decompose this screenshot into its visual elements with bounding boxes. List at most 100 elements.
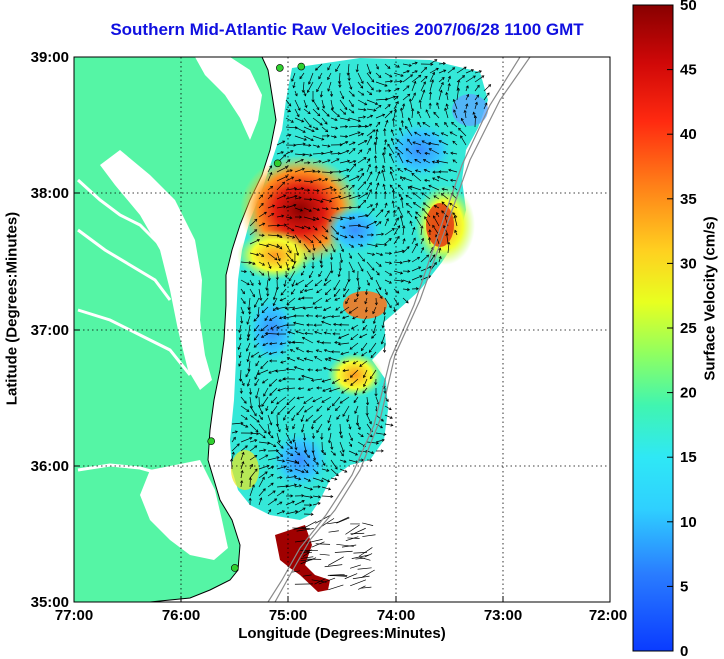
velocity-arrow-head — [256, 419, 260, 423]
y-tick-label: 38:00 — [31, 185, 69, 202]
velocity-arrow — [261, 396, 269, 407]
velocity-arrow-head — [443, 69, 447, 73]
velocity-arrow-head — [348, 310, 352, 314]
velocity-arrow-head — [290, 119, 294, 123]
x-tick-label: 72:00 — [589, 607, 627, 624]
velocity-arrow-head — [262, 435, 266, 439]
velocity-arrow-head — [413, 131, 418, 135]
velocity-arrow — [258, 396, 260, 408]
velocity-arrow-head — [301, 226, 305, 230]
velocity-arrow-head — [341, 390, 345, 394]
velocity-arrow — [258, 441, 270, 444]
velocity-arrow — [348, 224, 361, 227]
velocity-arrow — [339, 141, 348, 146]
velocity-arrow-head — [307, 368, 311, 372]
velocity-arrow — [301, 556, 314, 559]
velocity-arrow — [357, 192, 368, 200]
velocity-arrow-head — [438, 247, 442, 251]
velocity-arrow-head — [363, 108, 367, 112]
velocity-arrow-head — [350, 104, 354, 108]
colorbar-tick-label: 50 — [680, 0, 697, 14]
velocity-arrow — [411, 256, 420, 263]
velocity-arrow-head — [470, 69, 475, 73]
velocity-arrow-head — [406, 69, 410, 74]
velocity-arrow — [240, 288, 245, 294]
velocity-arrow-head — [360, 132, 365, 136]
velocity-arrow — [314, 331, 323, 335]
velocity-arrow-head — [259, 297, 263, 301]
velocity-arrow-head — [316, 386, 320, 390]
velocity-arrow-head — [364, 309, 368, 313]
velocity-arrow — [273, 297, 278, 306]
velocity-arrow-head — [311, 129, 315, 133]
velocity-arrow-head — [378, 89, 382, 93]
velocity-arrow — [429, 59, 438, 65]
velocity-arrow — [483, 92, 490, 101]
velocity-arrow-head — [253, 304, 257, 308]
velocity-arrow — [308, 72, 314, 85]
velocity-arrow — [405, 194, 413, 200]
velocity-arrow-head — [448, 168, 452, 172]
velocity-arrow — [435, 234, 440, 245]
velocity-arrow-head — [390, 137, 394, 141]
velocity-arrow-head — [350, 244, 355, 248]
velocity-arrow-head — [399, 261, 403, 265]
velocity-arrow-head — [278, 378, 282, 382]
velocity-arrow — [240, 470, 243, 479]
velocity-arrow-head — [424, 66, 428, 70]
velocity-arrow — [267, 243, 279, 248]
velocity-arrow-head — [334, 477, 338, 481]
velocity-arrow — [357, 243, 363, 247]
velocity-arrow — [311, 378, 323, 381]
velocity-arrow-head — [283, 154, 287, 158]
velocity-arrow — [257, 369, 269, 375]
velocity-arrow-head — [288, 250, 292, 254]
velocity-arrow — [393, 288, 400, 294]
velocity-arrow-head — [318, 273, 322, 278]
velocity-arrow — [429, 72, 435, 83]
velocity-arrow — [405, 126, 413, 137]
velocity-arrow-head — [325, 229, 329, 233]
velocity-arrow-head — [353, 299, 357, 303]
velocity-arrow — [366, 115, 373, 119]
velocity-arrow — [375, 261, 382, 267]
velocity-arrow-head — [336, 158, 340, 162]
velocity-arrow — [321, 243, 328, 252]
velocity-arrow — [276, 206, 286, 209]
velocity-arrow-head — [424, 75, 428, 79]
velocity-arrow — [276, 261, 282, 269]
velocity-arrow-head — [346, 175, 350, 178]
velocity-arrow — [393, 72, 404, 77]
velocity-arrow-head — [323, 282, 327, 286]
velocity-arrow-head — [257, 372, 261, 376]
velocity-arrow-head — [452, 159, 456, 163]
velocity-arrow — [384, 342, 386, 353]
velocity-arrow-head — [279, 298, 283, 302]
velocity-arrow-head — [423, 168, 427, 172]
velocity-arrow — [371, 333, 377, 339]
velocity-arrow — [370, 351, 377, 358]
velocity-arrow — [474, 75, 485, 83]
velocity-arrow — [286, 396, 296, 405]
velocity-arrow — [294, 179, 302, 182]
velocity-arrow-head — [417, 110, 421, 114]
velocity-arrow-head — [371, 335, 375, 339]
velocity-arrow-head — [486, 92, 490, 96]
velocity-arrow-head — [291, 283, 295, 287]
velocity-arrow — [454, 230, 458, 236]
velocity-arrow — [392, 200, 395, 209]
velocity-arrow-head — [414, 61, 418, 65]
velocity-arrow — [453, 109, 458, 119]
velocity-arrow-head — [400, 119, 404, 124]
velocity-arrow-head — [313, 457, 317, 461]
bathymetry-contour — [274, 57, 531, 602]
velocity-arrow-head — [351, 269, 355, 273]
velocity-arrow — [285, 195, 298, 200]
velocity-arrow — [420, 67, 427, 74]
velocity-arrow-head — [476, 94, 480, 98]
velocity-arrow — [321, 495, 333, 497]
velocity-arrow-head — [311, 265, 315, 270]
velocity-arrow-head — [438, 255, 442, 260]
velocity-arrow-head — [288, 278, 292, 282]
